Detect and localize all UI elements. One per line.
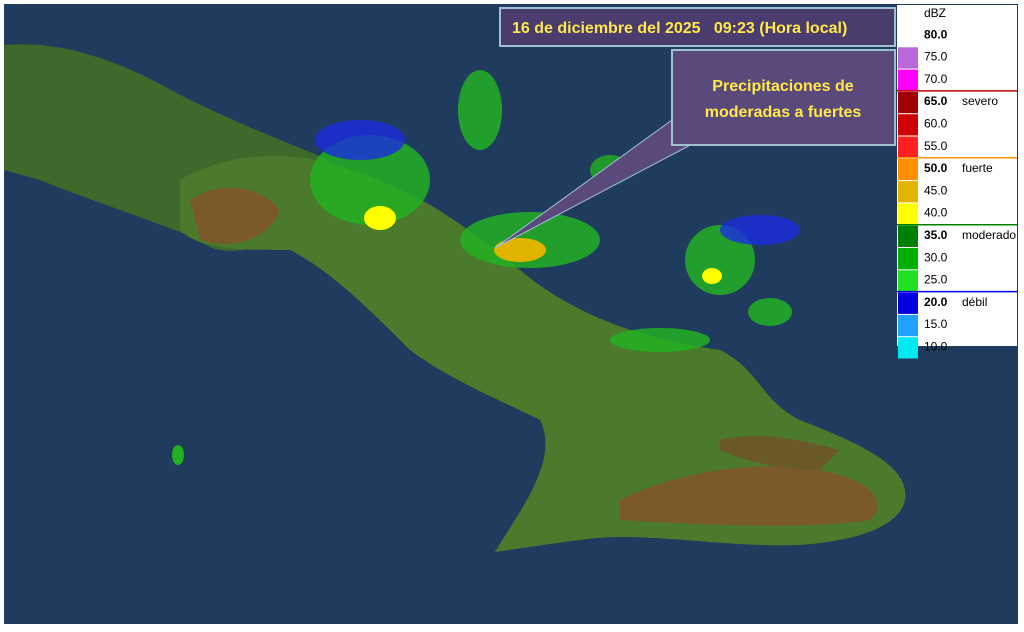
legend-value: 60.0 xyxy=(924,117,948,131)
title-box xyxy=(499,7,896,47)
legend-swatch xyxy=(898,158,918,181)
legend-value: 10.0 xyxy=(924,340,948,354)
legend-swatch xyxy=(898,114,918,136)
legend-swatch xyxy=(898,181,918,203)
echo xyxy=(172,445,184,465)
legend-value: 40.0 xyxy=(924,206,948,220)
echo xyxy=(610,328,710,352)
legend-swatch xyxy=(898,136,918,158)
legend-value: 55.0 xyxy=(924,139,948,153)
land xyxy=(180,156,906,553)
legend-value: 25.0 xyxy=(924,273,948,287)
legend-value: 50.0 xyxy=(924,161,948,175)
mountains xyxy=(190,187,280,244)
legend-swatch xyxy=(898,91,918,114)
echo xyxy=(748,298,792,326)
legend-swatch xyxy=(898,270,918,292)
legend-unit: dBZ xyxy=(924,6,946,20)
callout-text: Precipitaciones de xyxy=(712,78,853,95)
legend-category: severo xyxy=(962,94,998,108)
legend-swatch xyxy=(898,203,918,225)
echo xyxy=(720,215,800,245)
legend-swatch xyxy=(898,25,918,47)
legend-swatch xyxy=(898,248,918,270)
legend-value: 80.0 xyxy=(924,27,948,41)
legend-value: 65.0 xyxy=(924,94,948,108)
echo xyxy=(458,70,502,150)
legend-value: 70.0 xyxy=(924,72,948,86)
legend-category: fuerte xyxy=(962,161,993,175)
legend-swatch xyxy=(898,337,918,359)
mountains xyxy=(620,466,878,526)
legend-swatch xyxy=(898,69,918,91)
legend-value: 15.0 xyxy=(924,317,948,331)
echo xyxy=(702,268,722,284)
legend-swatch xyxy=(898,47,918,69)
legend-swatch xyxy=(898,292,918,314)
mountains xyxy=(720,435,840,470)
legend: dBZ 80.0 75.0 70.0 severo 65.0 60.0 55.0 fuerte… xyxy=(897,5,1017,359)
legend-value: 20.0 xyxy=(924,295,948,309)
legend-value: 30.0 xyxy=(924,250,948,264)
echo xyxy=(494,238,546,262)
legend-value: 45.0 xyxy=(924,183,948,197)
echo xyxy=(364,206,396,230)
legend-swatch xyxy=(898,314,918,337)
legend-value: 35.0 xyxy=(924,228,948,242)
callout-box xyxy=(671,49,896,146)
title: 16 de diciembre del 2025 09:23 (Hora loc… xyxy=(512,20,847,37)
legend-value: 75.0 xyxy=(924,50,948,64)
legend-swatch xyxy=(898,225,918,247)
echo xyxy=(315,120,405,160)
legend-category: moderado xyxy=(962,228,1016,242)
legend-category: débil xyxy=(962,295,987,309)
callout-text: moderadas a fuertes xyxy=(705,104,862,121)
